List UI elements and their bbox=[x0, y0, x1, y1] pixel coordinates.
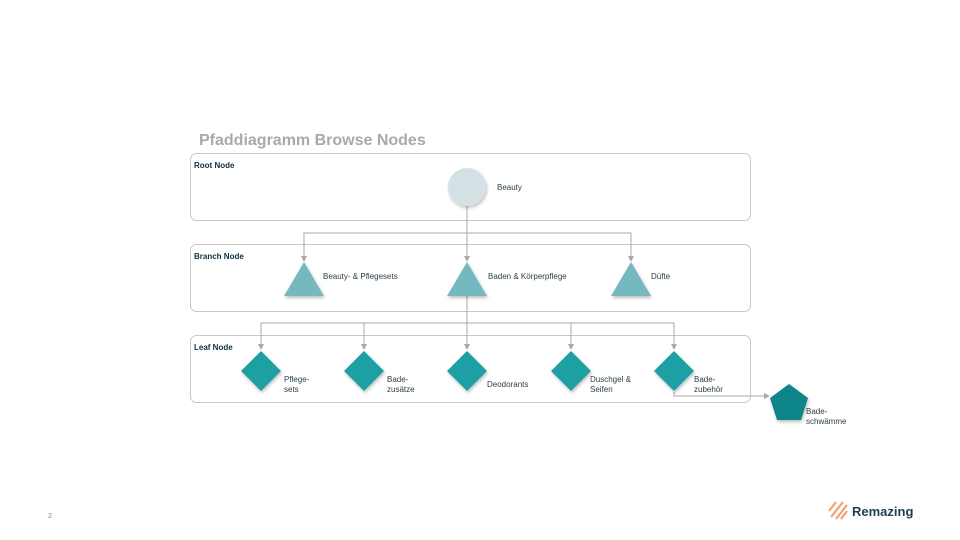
branch-node-label: Baden & Körperpflege bbox=[488, 272, 567, 281]
root-section-box bbox=[190, 153, 751, 221]
leaf-node-diamond[interactable] bbox=[654, 351, 694, 391]
leaf-node-diamond[interactable] bbox=[241, 351, 281, 391]
leaf-node-label: Deodorants bbox=[487, 380, 528, 389]
leaf-node-label: zusätze bbox=[387, 385, 415, 394]
branch-section-box bbox=[190, 244, 751, 312]
root-section-label: Root Node bbox=[194, 161, 235, 170]
branch-node-triangle[interactable] bbox=[447, 262, 487, 296]
extra-node-label: Bade- bbox=[806, 407, 828, 416]
leaf-section-box bbox=[190, 335, 751, 403]
branch-node-label: Beauty- & Pflegesets bbox=[323, 272, 398, 281]
connectors bbox=[258, 206, 770, 399]
remazing-logo-icon bbox=[828, 501, 848, 520]
page-number: 2 bbox=[48, 513, 52, 520]
leaf-node-diamond[interactable] bbox=[344, 351, 384, 391]
leaf-node-label: zubehör bbox=[694, 385, 723, 394]
brand-name: Remazing bbox=[852, 504, 913, 519]
leaf-node-diamond[interactable] bbox=[551, 351, 591, 391]
branch-section-label: Branch Node bbox=[194, 252, 244, 261]
page-title: Pfaddiagramm Browse Nodes bbox=[199, 132, 426, 149]
branch-node-label: Düfte bbox=[651, 272, 671, 281]
leaf-node-label: Pflege- bbox=[284, 375, 310, 384]
extra-node-pentagon[interactable] bbox=[770, 384, 808, 420]
root-node-circle[interactable] bbox=[448, 168, 486, 206]
root-node-label: Beauty bbox=[497, 183, 522, 192]
leaf-section-label: Leaf Node bbox=[194, 343, 233, 352]
leaf-node-diamond[interactable] bbox=[447, 351, 487, 391]
leaf-node-label: Bade- bbox=[387, 375, 409, 384]
leaf-node-label: sets bbox=[284, 385, 299, 394]
branch-node-triangle[interactable] bbox=[284, 262, 324, 296]
leaf-node-label: Seifen bbox=[590, 385, 613, 394]
branch-node-triangle[interactable] bbox=[611, 262, 651, 296]
leaf-node-label: Bade- bbox=[694, 375, 716, 384]
extra-node-label: schwämme bbox=[806, 417, 847, 426]
leaf-node-label: Duschgel & bbox=[590, 375, 632, 384]
leaf-nodes: Pflege- sets Bade- zusätze Deodorants Du… bbox=[241, 351, 723, 394]
